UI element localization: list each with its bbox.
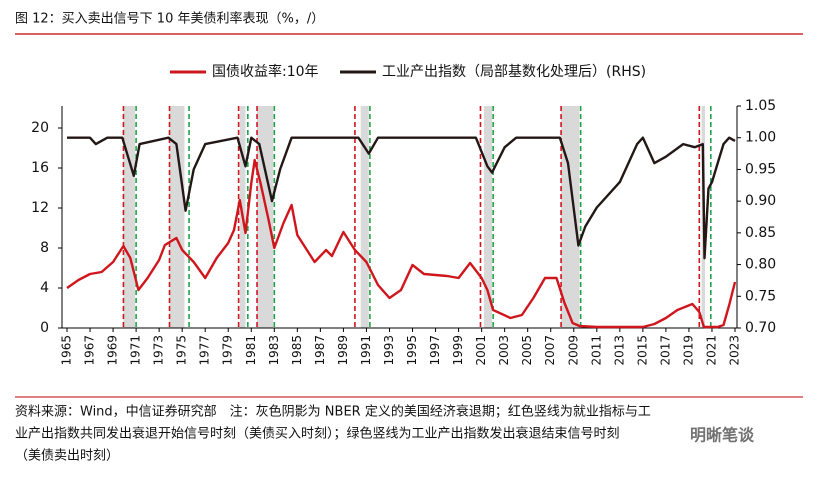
x-tick-label: 1977 (198, 335, 212, 366)
y2-tick-label: 1.05 (745, 98, 776, 114)
x-tick-label: 2015 (635, 335, 649, 366)
x-tick-label: 2017 (658, 335, 672, 366)
x-tick-label: 1975 (175, 335, 189, 366)
y2-tick-label: 0.75 (745, 288, 776, 304)
x-tick-label: 1983 (267, 335, 281, 366)
x-tick-label: 1993 (382, 335, 396, 366)
x-tick-label: 2019 (681, 335, 695, 366)
y2-tick-label: 0.80 (745, 257, 776, 273)
y2-tick-label: 1.00 (745, 130, 776, 146)
x-tick-label: 1967 (83, 335, 97, 366)
x-tick-label: 1979 (221, 335, 235, 366)
recession-shade (169, 106, 185, 328)
recession-shade (483, 106, 492, 328)
y-tick-label: 0 (40, 320, 49, 336)
legend-label: 工业产出指数（局部基数化处理后）(RHS) (382, 63, 646, 80)
x-tick-label: 1999 (451, 335, 465, 366)
y2-tick-label: 0.90 (745, 193, 776, 209)
note-line: 资料来源：Wind，中信证券研究部 注：灰色阴影为 NBER 定义的美国经济衰退… (15, 404, 651, 420)
x-tick-label: 2009 (566, 335, 580, 366)
series-line (66, 158, 737, 329)
x-tick-label: 1969 (106, 335, 120, 366)
x-tick-label: 2013 (612, 335, 626, 366)
x-tick-label: 2007 (543, 335, 557, 366)
x-tick-label: 1989 (336, 335, 350, 366)
x-tick-label: 1965 (60, 335, 74, 366)
recession-shade (257, 106, 274, 328)
x-tick-label: 2001 (474, 335, 488, 366)
x-tick-label: 1997 (428, 335, 442, 366)
y-tick-label: 16 (31, 160, 49, 176)
note-line: 业产出指数共同发出衰退开始信号时刻（美债买入时刻）；绿色竖线为工业产出指数发出衰… (15, 426, 620, 442)
x-tick-label: 2005 (520, 335, 534, 366)
x-tick-label: 2011 (589, 335, 603, 366)
x-tick-label: 2003 (497, 335, 511, 366)
y2-tick-label: 0.95 (745, 161, 776, 177)
y2-tick-label: 0.85 (745, 225, 776, 241)
x-tick-label: 2021 (704, 335, 718, 366)
recession-shade (123, 106, 135, 328)
legend-label: 国债收益率:10年 (212, 63, 319, 80)
x-tick-label: 1991 (359, 335, 373, 366)
chart-title: 图 12：买入卖出信号下 10 年美债利率表现（%，/） (15, 11, 324, 27)
x-tick-label: 1985 (290, 335, 304, 366)
x-tick-label: 1981 (244, 335, 258, 366)
x-tick-label: 1973 (152, 335, 166, 366)
recession-shade (360, 106, 369, 328)
y2-tick-label: 0.70 (745, 320, 776, 336)
x-tick-label: 2023 (728, 335, 742, 366)
series-line (67, 136, 736, 260)
x-tick-label: 1995 (405, 335, 419, 366)
watermark: 明晰笔谈 (690, 426, 755, 445)
y-tick-label: 4 (40, 280, 49, 296)
note-line: （美债卖出时刻） (15, 449, 119, 464)
x-tick-label: 1987 (313, 335, 327, 366)
y-tick-label: 12 (31, 200, 49, 216)
x-tick-label: 1971 (129, 335, 143, 366)
y-tick-label: 20 (31, 120, 49, 136)
y-tick-label: 8 (40, 240, 49, 256)
recession-shade (561, 106, 580, 328)
